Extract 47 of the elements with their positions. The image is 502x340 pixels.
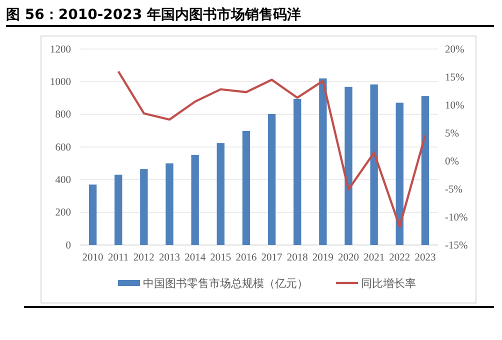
bar xyxy=(216,143,224,245)
y2-tick-label: 20% xyxy=(445,44,464,56)
y-tick-label: 600 xyxy=(55,142,71,154)
bar xyxy=(319,78,327,245)
y2-tick-label: -5% xyxy=(445,184,463,196)
chart-title: 图 56：2010-2023 年国内图书市场销售码洋 xyxy=(6,6,301,23)
x-tick-label: 2017 xyxy=(261,252,282,264)
x-tick-label: 2014 xyxy=(184,252,206,264)
bar xyxy=(370,84,378,245)
x-tick-label: 2020 xyxy=(338,252,359,264)
bar xyxy=(268,114,276,245)
x-tick-label: 2012 xyxy=(133,252,154,264)
y2-tick-label: 5% xyxy=(445,128,460,140)
bar xyxy=(396,102,404,245)
y-tick-label: 200 xyxy=(55,208,71,219)
x-tick-label: 2023 xyxy=(414,252,436,264)
bar xyxy=(344,86,352,245)
bar xyxy=(242,130,250,245)
legend-label: 中国图书零售市场总规模（亿元） xyxy=(143,277,308,290)
bar xyxy=(166,163,174,245)
y-tick-label: 1200 xyxy=(50,44,71,56)
x-tick-label: 2016 xyxy=(236,252,257,264)
x-tick-label: 2022 xyxy=(389,252,410,264)
x-tick-label: 2018 xyxy=(286,252,308,264)
y2-tick-label: 0% xyxy=(445,156,460,168)
bar xyxy=(114,174,122,245)
y2-tick-label: 15% xyxy=(445,72,464,84)
x-tick-label: 2010 xyxy=(82,252,104,264)
y2-tick-label: -10% xyxy=(445,212,468,224)
y-tick-label: 1000 xyxy=(50,77,71,88)
line-series xyxy=(117,70,426,228)
x-tick-label: 2013 xyxy=(159,252,180,264)
legend-label: 同比增长率 xyxy=(361,277,416,290)
y-tick-label: 800 xyxy=(55,110,71,121)
y2-tick-label: 10% xyxy=(445,100,464,112)
bar xyxy=(88,184,97,245)
x-tick-label: 2011 xyxy=(108,252,129,264)
bar xyxy=(294,98,302,245)
x-tick-label: 2021 xyxy=(364,252,385,264)
bar xyxy=(191,155,199,245)
y-tick-label: 400 xyxy=(55,175,71,186)
y-tick-label: 0 xyxy=(66,240,71,252)
y2-tick-label: -15% xyxy=(445,240,468,252)
bar xyxy=(421,96,430,245)
bar xyxy=(140,169,148,245)
x-tick-label: 2015 xyxy=(210,252,232,264)
x-tick-label: 2019 xyxy=(312,252,334,264)
